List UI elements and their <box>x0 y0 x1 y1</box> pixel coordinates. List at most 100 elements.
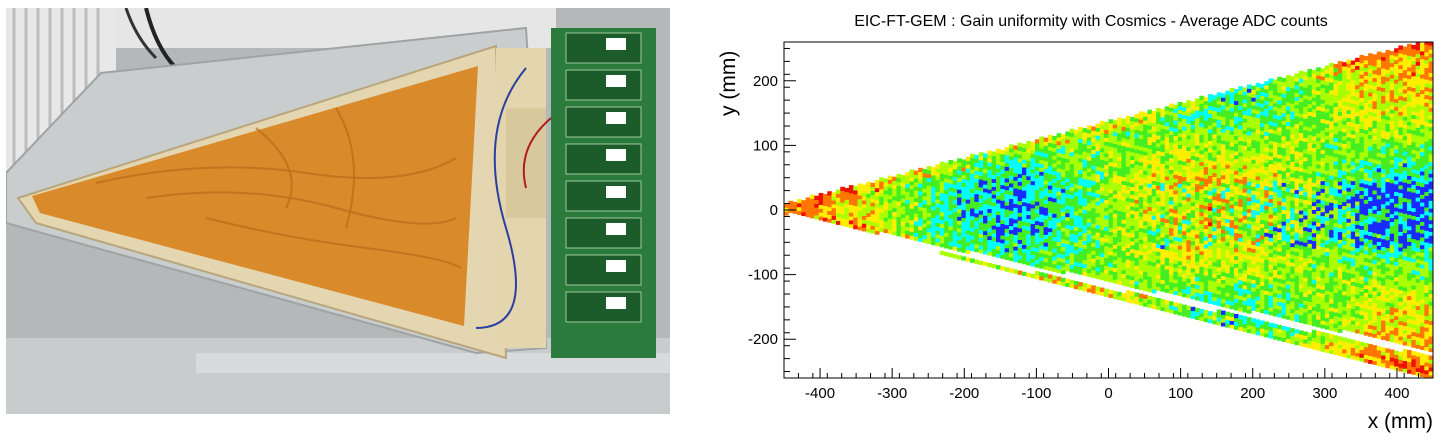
heatmap-cell <box>922 196 928 201</box>
heatmap-cell <box>1104 234 1109 239</box>
heatmap-cell <box>1026 148 1032 154</box>
heatmap-cell <box>1307 297 1313 302</box>
heatmap-cell <box>952 161 958 166</box>
heatmap-cell <box>1182 137 1187 143</box>
heatmap-cell <box>1156 235 1161 241</box>
heatmap-cell <box>1156 212 1161 217</box>
heatmap-cell <box>1117 187 1122 192</box>
heatmap-cell <box>1220 182 1226 187</box>
heatmap-cell <box>1316 67 1321 72</box>
heatmap-cell <box>1190 182 1196 188</box>
heatmap-cell <box>974 154 980 160</box>
heatmap-cell <box>1004 224 1010 229</box>
heatmap-cell <box>857 206 863 211</box>
heatmap-cell <box>1346 288 1352 293</box>
heatmap-cell <box>1117 171 1122 177</box>
heatmap-cell <box>1268 291 1274 296</box>
heatmap-cell <box>1238 210 1244 215</box>
heatmap-cell <box>965 160 971 165</box>
heatmap-cell <box>1216 220 1222 225</box>
heatmap-cell <box>1130 248 1135 254</box>
heatmap-cell <box>1203 193 1209 199</box>
heatmap-cell <box>1052 248 1057 253</box>
heatmap-cell <box>1333 168 1339 173</box>
heatmap-cell <box>1294 170 1300 175</box>
heatmap-cell <box>1004 193 1010 198</box>
heatmap-cell <box>1112 244 1118 249</box>
heatmap-cell <box>931 237 936 242</box>
heatmap-cell <box>1212 265 1218 271</box>
heatmap-cell <box>939 235 945 240</box>
heatmap-cell <box>1329 241 1334 246</box>
heatmap-cell <box>926 232 932 237</box>
heatmap-cell <box>1285 276 1291 281</box>
heatmap-cell <box>1073 203 1079 208</box>
heatmap-cell <box>1242 246 1248 251</box>
heatmap-cell <box>1281 314 1287 319</box>
heatmap-cell <box>1268 256 1274 262</box>
heatmap-cell <box>1333 149 1339 154</box>
heatmap-cell <box>926 208 932 214</box>
heatmap-cell <box>1134 249 1140 255</box>
heatmap-cell <box>866 205 871 210</box>
heatmap-cell <box>1259 211 1265 217</box>
heatmap-cell <box>1151 250 1157 255</box>
heatmap-cell <box>1255 133 1261 138</box>
heatmap-cell <box>1329 233 1334 238</box>
heatmap-cell <box>1281 81 1287 87</box>
heatmap-cell <box>1047 177 1053 182</box>
heatmap-cell <box>1225 257 1231 262</box>
heatmap-cell <box>1000 188 1006 193</box>
heatmap-cell <box>1151 199 1157 205</box>
heatmap-cell <box>1298 338 1304 343</box>
heatmap-cell <box>1337 313 1343 318</box>
heatmap-cell <box>1329 237 1334 242</box>
heatmap-cell <box>1316 129 1321 134</box>
heatmap-cell <box>1220 256 1226 261</box>
heatmap-cell <box>1324 119 1330 125</box>
heatmap-cell <box>1329 245 1334 250</box>
heatmap-cell <box>1091 126 1096 131</box>
heatmap-cell <box>913 232 919 237</box>
heatmap-cell <box>1255 237 1261 243</box>
heatmap-cell <box>1229 173 1235 178</box>
heatmap-cell <box>1108 289 1114 295</box>
heatmap-cell <box>1130 167 1135 172</box>
heatmap-cell <box>1156 247 1161 252</box>
heatmap-cell <box>1078 173 1083 178</box>
heatmap-cell <box>1182 230 1187 236</box>
heatmap-cell <box>1212 99 1218 104</box>
heatmap-cell <box>1164 160 1170 165</box>
heatmap-cell <box>1246 107 1252 113</box>
heatmap-cell <box>1320 204 1326 209</box>
heatmap-cell <box>948 194 954 200</box>
heatmap-cell <box>1203 279 1209 284</box>
heatmap-cell <box>844 215 850 220</box>
heatmap-cell <box>1125 119 1131 125</box>
heatmap-cell <box>1108 231 1114 236</box>
heatmap-cell <box>1285 94 1291 99</box>
heatmap-cell <box>1052 232 1057 238</box>
heatmap-cell <box>1112 290 1118 296</box>
heatmap-cell <box>1298 248 1304 254</box>
heatmap-cell <box>965 203 971 208</box>
heatmap-cell <box>1255 172 1261 177</box>
heatmap-cell <box>1220 240 1226 246</box>
heatmap-cell <box>1337 324 1343 330</box>
heatmap-cell <box>1316 334 1321 340</box>
heatmap-cell <box>1285 234 1291 239</box>
heatmap-cell <box>1329 334 1334 339</box>
heatmap-cell <box>1091 223 1096 228</box>
heatmap-cell <box>1169 285 1174 291</box>
heatmap-cell <box>1298 279 1304 285</box>
heatmap-cell <box>1272 285 1278 290</box>
heatmap-cell <box>1233 247 1239 253</box>
heatmap-cell <box>1333 312 1339 317</box>
heatmap-cell <box>1298 221 1304 227</box>
heatmap-cell <box>1212 184 1218 189</box>
heatmap-cell <box>1242 300 1248 305</box>
heatmap-cell <box>1238 276 1244 281</box>
heatmap-cell <box>1156 123 1161 128</box>
heatmap-cell <box>965 241 971 247</box>
heatmap-cell <box>1000 231 1006 236</box>
